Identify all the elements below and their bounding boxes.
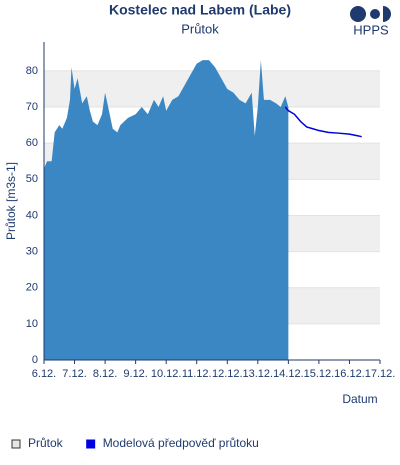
x-tick-label: 16.12.	[334, 368, 365, 380]
x-axis-label: Datum	[342, 392, 377, 406]
y-tick-label: 30	[26, 245, 38, 257]
y-tick-label: 0	[32, 354, 38, 366]
x-tick-label: 6.12.	[32, 368, 56, 380]
legend-label: Průtok	[28, 436, 64, 450]
x-tick-label: 13.12.	[243, 368, 274, 380]
chart-subtitle: Průtok	[181, 21, 219, 36]
x-tick-label: 10.12.	[151, 368, 182, 380]
logo: HPPS	[350, 6, 391, 37]
logo-half	[383, 6, 391, 22]
x-tick-label: 15.12.	[304, 368, 335, 380]
y-tick-label: 70	[26, 101, 38, 113]
y-axis-label: Průtok [m3s-1]	[4, 162, 18, 240]
x-tick-label: 8.12.	[93, 368, 117, 380]
logo-text: HPPS	[353, 22, 389, 37]
x-tick-label: 12.12.	[212, 368, 243, 380]
x-tick-label: 14.12.	[273, 368, 304, 380]
legend-swatch	[11, 439, 21, 449]
x-tick-label: 17.12.	[365, 368, 396, 380]
x-tick-label: 11.12.	[182, 368, 212, 380]
y-tick-label: 50	[26, 173, 38, 185]
y-tick-label: 40	[26, 209, 38, 221]
flow-area	[44, 60, 289, 361]
x-tick-label: 9.12.	[123, 368, 147, 380]
y-tick-label: 10	[26, 318, 38, 330]
x-tick-label: 7.12.	[62, 368, 86, 380]
forecast-line	[284, 106, 362, 138]
y-tick-label: 80	[26, 65, 38, 77]
chart-title: Kostelec nad Labem (Labe)	[109, 2, 291, 18]
y-tick-label: 60	[26, 137, 38, 149]
legend-swatch	[86, 439, 96, 449]
y-tick-label: 20	[26, 282, 38, 294]
logo-circle	[370, 9, 380, 19]
legend-label: Modelová předpověď průtoku	[103, 436, 259, 450]
logo-circle	[350, 6, 366, 22]
